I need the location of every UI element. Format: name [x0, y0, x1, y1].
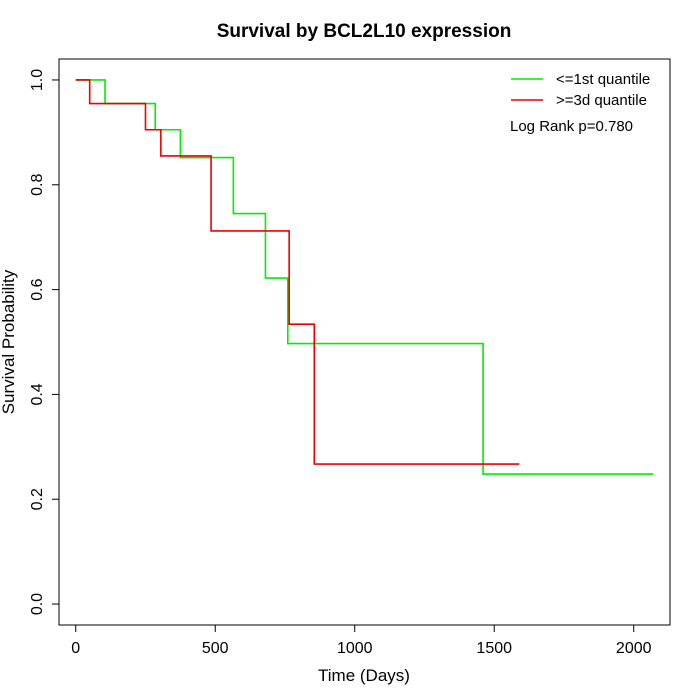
- y-tick-label: 1.0: [29, 69, 46, 91]
- y-tick-label: 0.8: [29, 174, 46, 196]
- x-tick-label: 2000: [616, 640, 652, 657]
- x-axis-label: Time (Days): [318, 666, 410, 685]
- x-tick-label: 0: [71, 640, 80, 657]
- y-tick-label: 0.6: [29, 278, 46, 300]
- legend-label-2: >=3d quantile: [556, 92, 647, 109]
- series-layer: [75, 79, 654, 475]
- x-tick-label: 1000: [337, 640, 373, 657]
- x-axis: 0 500 1000 1500 2000: [71, 624, 652, 657]
- x-tick-label: 500: [202, 640, 229, 657]
- chart-title: Survival by BCL2L10 expression: [217, 21, 512, 42]
- x-tick-label: 1500: [476, 640, 512, 657]
- y-axis: 0.0 0.2 0.4 0.6 0.8 1.0: [29, 69, 60, 615]
- y-tick-label: 0.4: [29, 383, 46, 405]
- log-rank-annotation: Log Rank p=0.780: [510, 118, 633, 135]
- legend-label-1: <=1st quantile: [556, 71, 650, 88]
- legend: <=1st quantile >=3d quantile: [511, 71, 650, 109]
- y-tick-label: 0.2: [29, 488, 46, 510]
- survival-curve-series-1: [75, 79, 654, 475]
- y-axis-label: Survival Probability: [0, 269, 18, 414]
- survival-curve-series-2: [75, 79, 520, 465]
- y-tick-label: 0.0: [29, 593, 46, 615]
- plot-area-frame: [58, 58, 671, 626]
